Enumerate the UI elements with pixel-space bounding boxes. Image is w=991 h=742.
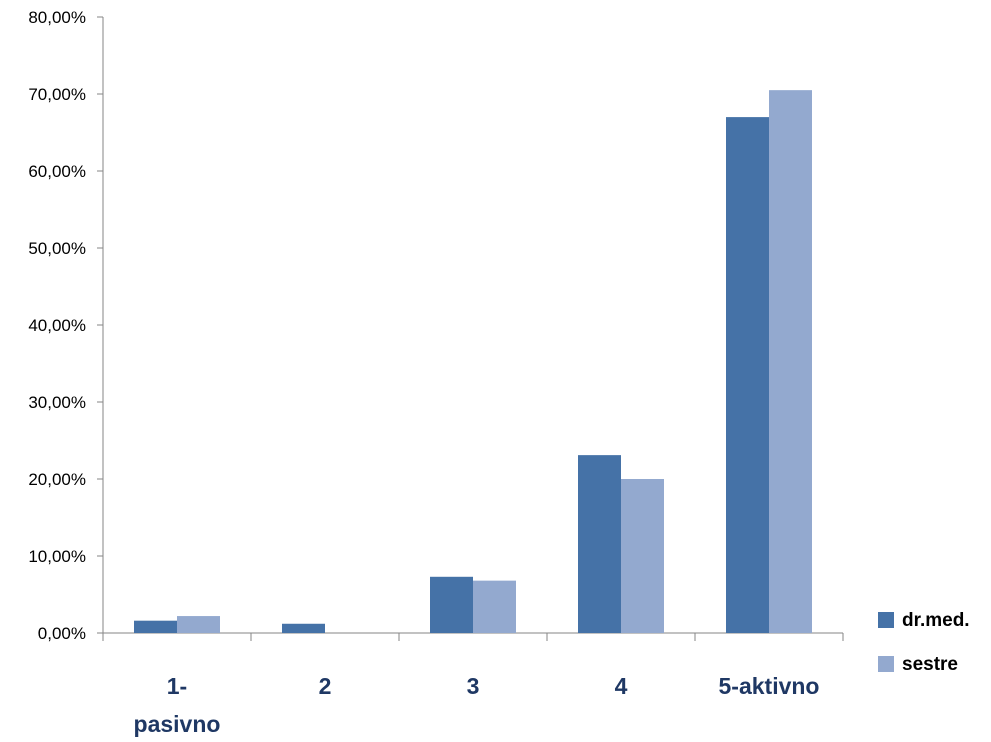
- bar-sestre-3: [473, 580, 516, 633]
- bar-dr-med-5: [726, 117, 769, 634]
- y-tick-label: 10,00%: [28, 547, 86, 566]
- y-tick-label: 80,00%: [28, 8, 86, 27]
- bar-dr-med-4: [578, 455, 621, 633]
- legend-swatch: [878, 656, 894, 672]
- x-category-label: 4: [615, 673, 628, 699]
- bar-dr-med-1: [134, 620, 177, 633]
- y-tick-label: 0,00%: [38, 624, 86, 643]
- y-tick-label: 40,00%: [28, 316, 86, 335]
- legend-label: sestre: [902, 654, 958, 675]
- bar-sestre-1: [177, 616, 220, 633]
- bar-sestre-4: [621, 479, 664, 633]
- x-category-label: 2: [319, 673, 332, 699]
- y-tick-label: 60,00%: [28, 162, 86, 181]
- y-tick-label: 30,00%: [28, 393, 86, 412]
- x-category-label: pasivno: [134, 711, 221, 737]
- x-category-label: 1-: [167, 673, 187, 699]
- bar-dr-med-3: [430, 576, 473, 633]
- y-tick-label: 20,00%: [28, 470, 86, 489]
- y-tick-label: 70,00%: [28, 85, 86, 104]
- x-category-label: 3: [467, 673, 480, 699]
- y-tick-label: 50,00%: [28, 239, 86, 258]
- x-category-label: 5-aktivno: [719, 673, 820, 699]
- bar-dr-med-2: [282, 623, 325, 633]
- legend-label: dr.med.: [902, 610, 970, 631]
- bar-sestre-5: [769, 90, 812, 633]
- legend-swatch: [878, 612, 894, 628]
